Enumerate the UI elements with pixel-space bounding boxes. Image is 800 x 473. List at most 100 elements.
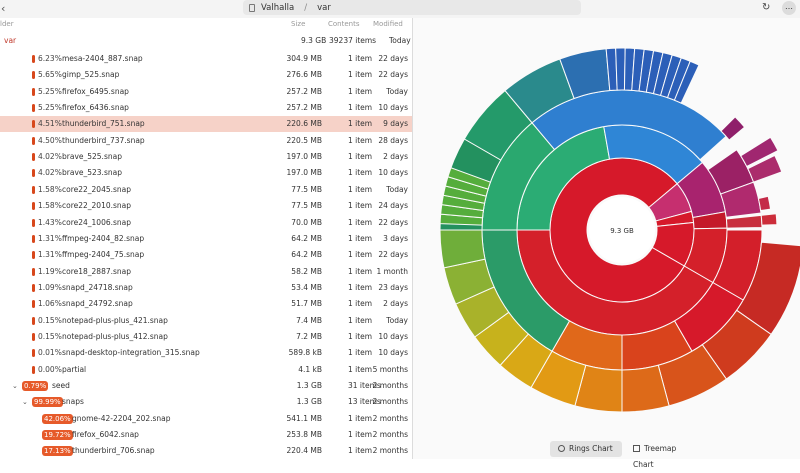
root-row[interactable]: var 9.3 GB 39237 items Today [0, 33, 412, 49]
item-size: 220.5 MB [286, 135, 322, 145]
treemap-chart-button[interactable]: Treemap Chart [625, 441, 701, 469]
reload-icon[interactable]: ↻ [762, 2, 771, 13]
item-contents: 1 item [348, 233, 373, 243]
rings-chart[interactable]: 9.3 GB [413, 18, 800, 436]
path-root[interactable]: Valhalla [261, 2, 295, 13]
percent-badge: 0.79% [22, 381, 49, 391]
table-row[interactable]: 4.50% thunderbird_737.snap 220.5 MB 1 item 2… [0, 133, 412, 149]
table-row[interactable]: 1.58% core22_2010.snap 77.5 MB 1 item 24 day… [0, 198, 412, 214]
table-row[interactable]: 1.58% core22_2045.snap 77.5 MB 1 item Today [0, 182, 412, 198]
item-size: 77.5 MB [291, 184, 322, 194]
table-row[interactable]: 42.06% gnome-42-2204_202.snap 541.1 MB 1 it… [0, 411, 412, 427]
ring-segment[interactable] [725, 214, 763, 229]
item-modified: 9 days [383, 119, 408, 129]
table-row[interactable]: 0.01% snapd-desktop-integration_315.snap 5… [0, 345, 412, 361]
item-size: 304.9 MB [286, 54, 322, 63]
item-size: 53.4 MB [291, 282, 322, 292]
expand-icon[interactable]: ⌄ [22, 398, 28, 407]
percent-label: 4.02% [38, 168, 62, 178]
percent-bar [32, 87, 35, 96]
item-name: mesa-2404_887.snap [62, 54, 143, 63]
rings-chart-button[interactable]: Rings Chart [550, 441, 622, 457]
item-size: 70.0 MB [291, 217, 322, 227]
item-modified: 23 days [378, 282, 408, 292]
table-row[interactable]: 1.06% snapd_24792.snap 51.7 MB 1 item 2 days [0, 296, 412, 312]
table-row[interactable]: 1.31% ffmpeg-2404_75.snap 64.2 MB 1 item 22 … [0, 247, 412, 263]
table-row[interactable]: 5.25% firefox_6436.snap 257.2 MB 1 item 10 d… [0, 100, 412, 116]
outer-segment[interactable] [673, 60, 700, 104]
item-modified: Today [386, 315, 408, 325]
table-row[interactable]: 1.31% ffmpeg-2404_82.snap 64.2 MB 1 item 3 d… [0, 231, 412, 247]
outer-segment[interactable] [615, 47, 626, 91]
table-row[interactable]: 1.19% core18_2887.snap 58.2 MB 1 item 1 mont… [0, 264, 412, 280]
pane-divider[interactable] [412, 18, 413, 459]
root-name: var [4, 36, 17, 45]
expand-icon[interactable]: ⌄ [12, 382, 18, 390]
item-contents: 1 item [348, 364, 373, 374]
percent-label: 5.25% [38, 103, 62, 113]
percent-bar [32, 316, 35, 325]
path-bar[interactable]: Valhalla / var [243, 0, 581, 15]
item-modified: 2 days [383, 152, 408, 162]
item-modified: 2 days [383, 299, 408, 309]
percent-label: 0.00% [38, 364, 62, 374]
percent-bar [32, 349, 35, 358]
percent-label: 1.31% [38, 250, 62, 260]
item-name: core24_1006.snap [62, 217, 132, 227]
item-name: gnome-42-2204_202.snap [72, 413, 171, 423]
item-contents: 1 item [348, 54, 373, 63]
table-row[interactable]: 0.15% notepad-plus-plus_412.snap 7.2 MB 1 i… [0, 329, 412, 345]
percent-badge: 19.72% [42, 430, 73, 441]
outer-segment[interactable] [747, 154, 783, 183]
ring-segment[interactable] [720, 181, 762, 218]
col-modified[interactable]: Modified [373, 20, 403, 28]
item-size: 541.1 MB [286, 413, 322, 423]
table-row[interactable]: 1.43% core24_1006.snap 70.0 MB 1 item 22 day… [0, 215, 412, 231]
outer-segment[interactable] [447, 167, 492, 190]
item-name: thunderbird_751.snap [62, 119, 145, 129]
percent-bar [32, 136, 35, 145]
item-contents: 1 item [348, 282, 373, 292]
table-row[interactable]: 6.23% mesa-2404_887.snap 304.9 MB 1 item 22 … [0, 51, 412, 67]
table-row-seed[interactable]: ⌄ 0.79% seed 1.3 GB 31 items 2 months [0, 378, 412, 394]
item-modified: 10 days [378, 348, 408, 358]
outer-segment[interactable] [720, 116, 746, 141]
menu-icon[interactable]: … [782, 1, 796, 15]
item-contents: 1 item [348, 266, 373, 276]
root-modified: Today [389, 36, 411, 45]
table-row[interactable]: 0.00% partial 4.1 kB 1 item 5 months [0, 362, 412, 378]
item-name: seed [52, 381, 70, 390]
table-row[interactable]: 4.02% brave_523.snap 197.0 MB 1 item 10 days [0, 165, 412, 181]
percent-label: 1.31% [38, 233, 62, 243]
column-header: lder Size Contents Modified [0, 18, 412, 32]
table-row[interactable]: 17.13% thunderbird_706.snap 220.4 MB 1 item… [0, 443, 412, 459]
item-name: ffmpeg-2404_82.snap [62, 233, 145, 243]
table-row[interactable]: 19.72% firefox_6042.snap 253.8 MB 1 item 2 m… [0, 427, 412, 443]
ring-center[interactable] [589, 197, 655, 263]
table-row[interactable]: 4.02% brave_525.snap 197.0 MB 1 item 2 days [0, 149, 412, 165]
percent-bar [32, 300, 35, 309]
table-row[interactable]: 5.25% firefox_6495.snap 257.2 MB 1 item Toda… [0, 84, 412, 100]
table-row-snaps[interactable]: ⌄ 99.99% snaps 1.3 GB 13 items 2 months [0, 394, 412, 410]
percent-label: 1.09% [38, 282, 62, 292]
outer-segment[interactable] [760, 213, 778, 226]
outer-segment[interactable] [757, 195, 772, 212]
col-size[interactable]: Size [291, 20, 306, 28]
col-folder[interactable]: lder [0, 20, 14, 28]
table-row[interactable]: 4.51% thunderbird_751.snap 220.6 MB 1 item 9… [0, 116, 412, 133]
item-modified: 10 days [378, 331, 408, 341]
item-contents: 1 item [348, 413, 373, 423]
back-icon[interactable]: ‹ [1, 2, 6, 15]
item-name: firefox_6495.snap [62, 86, 129, 96]
col-contents[interactable]: Contents [328, 20, 360, 28]
table-row[interactable]: 1.09% snapd_24718.snap 53.4 MB 1 item 23 day… [0, 280, 412, 296]
path-current[interactable]: var [317, 2, 331, 13]
table-row[interactable]: 5.65% gimp_525.snap 276.6 MB 1 item 22 days [0, 67, 412, 83]
path-separator: / [304, 2, 308, 13]
percent-label: 6.23% [38, 54, 62, 63]
table-row[interactable]: 0.15% notepad-plus-plus_421.snap 7.4 MB 1 i… [0, 313, 412, 329]
percent-label: 0.01% [38, 348, 62, 358]
item-name: core18_2887.snap [62, 266, 132, 276]
outer-segment[interactable] [740, 136, 779, 168]
item-size: 1.3 GB [296, 397, 322, 407]
